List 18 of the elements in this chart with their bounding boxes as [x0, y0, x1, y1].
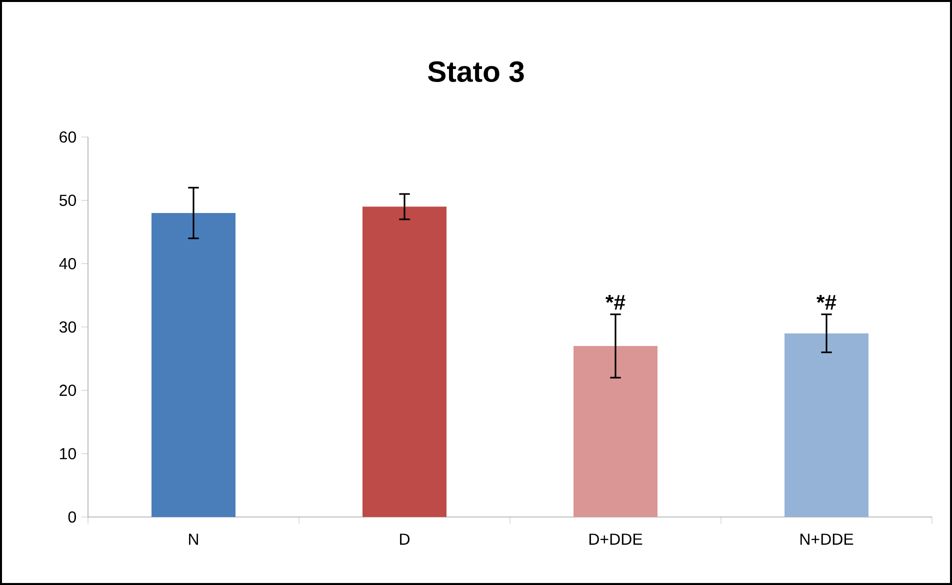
x-tick-label: N+DDE: [800, 534, 854, 545]
x-tick-label: N: [189, 534, 198, 545]
bar: [574, 346, 658, 517]
bar: [784, 333, 869, 517]
y-tick-label: 0: [68, 511, 76, 523]
bar: [362, 206, 447, 517]
x-tick-label: D: [400, 534, 410, 545]
y-tick-label: 20: [60, 384, 76, 396]
y-tick-label: 60: [60, 131, 76, 143]
x-tick-label: D+DDE: [589, 534, 642, 545]
annotation: *#: [816, 294, 836, 310]
annotation: *#: [605, 294, 626, 310]
y-tick-label: 40: [59, 258, 76, 270]
chart-title: Stato 3: [428, 61, 524, 82]
y-tick-label: 30: [59, 321, 76, 333]
bar: [152, 213, 236, 517]
y-tick-label: 50: [59, 194, 76, 206]
y-tick-label: 10: [60, 448, 76, 460]
